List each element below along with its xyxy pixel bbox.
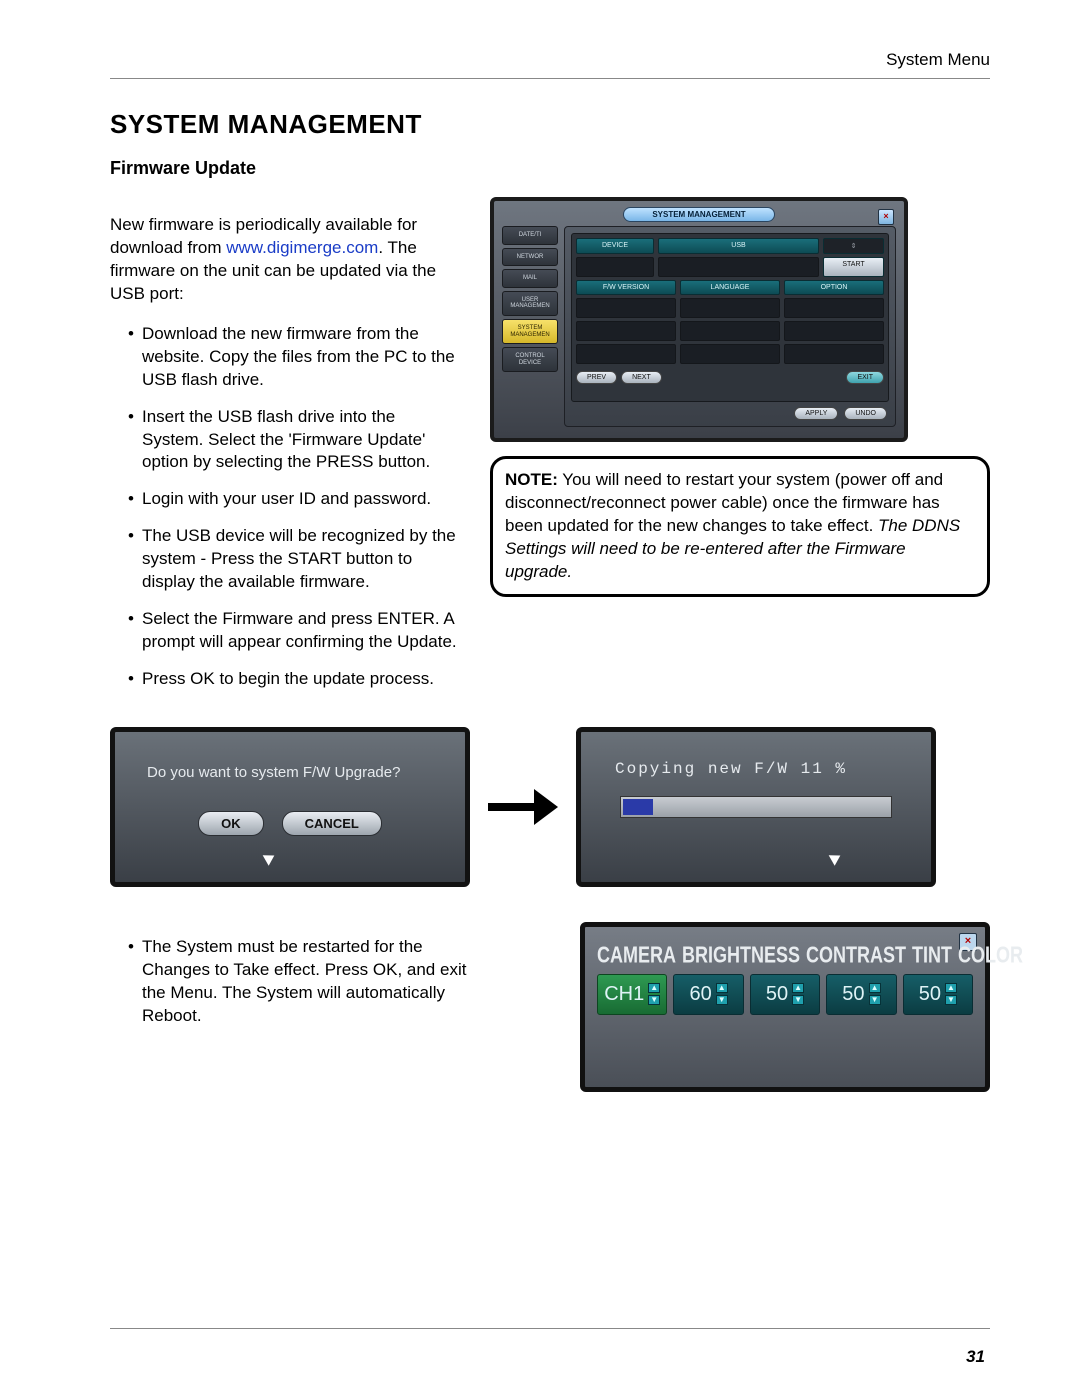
tab-mail[interactable]: MAIL [502, 269, 558, 288]
col-fw-version: F/W VERSION [576, 280, 676, 295]
empty-cell [576, 321, 676, 341]
download-link[interactable]: www.digimerge.com [226, 238, 378, 257]
spinner-icon[interactable]: ▲▼ [945, 983, 957, 1005]
page-header: System Menu [110, 50, 990, 70]
camera-settings-screenshot: × CAMERA BRIGHTNESS CONTRAST TINT COLOR … [580, 922, 990, 1092]
note-label: NOTE: [505, 470, 558, 489]
progress-text: Copying new F/W 11 % [615, 760, 917, 778]
next-button[interactable]: NEXT [621, 371, 662, 384]
arrow-icon [488, 805, 558, 809]
progress-screenshot: Copying new F/W 11 % [576, 727, 936, 887]
tab-user-mgmt[interactable]: USER MANAGEMEN [502, 291, 558, 316]
cancel-button[interactable]: CANCEL [282, 811, 382, 836]
empty-cell [576, 298, 676, 318]
channel-cell[interactable]: CH1 ▲▼ [597, 974, 667, 1015]
cursor-icon [263, 850, 278, 865]
upgrade-dialog-screenshot: Do you want to system F/W Upgrade? OK CA… [110, 727, 470, 887]
contrast-value: 50 [766, 983, 788, 1006]
color-value: 50 [919, 983, 941, 1006]
spinner-icon[interactable]: ▲▼ [716, 983, 728, 1005]
brightness-value: 60 [689, 983, 711, 1006]
step-item: Select the Firmware and press ENTER. A p… [128, 608, 460, 654]
col-tint: TINT [912, 942, 952, 969]
col-language: LANGUAGE [680, 280, 780, 295]
tab-date[interactable]: DATE/TI [502, 226, 558, 245]
cursor-icon [829, 850, 844, 865]
step-item: Login with your user ID and password. [128, 488, 460, 511]
empty-cell [784, 344, 884, 364]
note-box: NOTE: You will need to restart your syst… [490, 456, 990, 597]
restart-step-list: The System must be restarted for the Cha… [110, 936, 490, 1028]
empty-cell [680, 298, 780, 318]
tint-value: 50 [842, 983, 864, 1006]
step-item: Insert the USB flash drive into the Syst… [128, 406, 460, 475]
step-item: The System must be restarted for the Cha… [128, 936, 490, 1028]
spinner-icon[interactable]: ▲▼ [648, 983, 660, 1005]
device-dropdown-icon[interactable]: ⇕ [823, 238, 884, 254]
col-brightness: BRIGHTNESS [682, 942, 800, 969]
system-management-screenshot: SYSTEM MANAGEMENT × DATE/TI NETWOR MAIL … [490, 197, 908, 442]
panel-title: SYSTEM MANAGEMENT [623, 207, 775, 222]
col-camera: CAMERA [597, 942, 676, 969]
step-item: Download the new firmware from the websi… [128, 323, 460, 392]
progress-fill [623, 799, 653, 815]
close-icon[interactable]: × [878, 209, 894, 225]
progress-bar [620, 796, 892, 818]
tint-cell[interactable]: 50 ▲▼ [826, 974, 896, 1015]
col-contrast: CONTRAST [806, 942, 906, 969]
step-item: The USB device will be recognized by the… [128, 525, 460, 594]
section-subtitle: Firmware Update [110, 158, 990, 179]
apply-button[interactable]: APPLY [794, 407, 838, 420]
sidebar-tabs: DATE/TI NETWOR MAIL USER MANAGEMEN SYSTE… [502, 226, 558, 427]
col-color: COLOR [958, 942, 1023, 969]
empty-cell [784, 321, 884, 341]
empty-cell [680, 344, 780, 364]
footer-rule [110, 1328, 990, 1329]
intro-paragraph: New firmware is periodically available f… [110, 214, 460, 306]
contrast-cell[interactable]: 50 ▲▼ [750, 974, 820, 1015]
ok-button[interactable]: OK [198, 811, 264, 836]
manual-page: System Menu SYSTEM MANAGEMENT Firmware U… [0, 0, 1080, 1397]
empty-cell [576, 257, 654, 277]
empty-cell [680, 321, 780, 341]
device-label: DEVICE [576, 238, 654, 254]
brightness-cell[interactable]: 60 ▲▼ [673, 974, 743, 1015]
start-button[interactable]: START [823, 257, 884, 277]
step-item: Press OK to begin the update process. [128, 668, 460, 691]
empty-cell [576, 344, 676, 364]
channel-label: CH1 [604, 983, 644, 1006]
col-option: OPTION [784, 280, 884, 295]
header-rule [110, 78, 990, 79]
tab-system-mgmt[interactable]: SYSTEM MANAGEMEN [502, 319, 558, 344]
spinner-icon[interactable]: ▲▼ [869, 983, 881, 1005]
prev-button[interactable]: PREV [576, 371, 617, 384]
spinner-icon[interactable]: ▲▼ [792, 983, 804, 1005]
empty-cell [784, 298, 884, 318]
page-title: SYSTEM MANAGEMENT [110, 109, 990, 140]
dialog-prompt: Do you want to system F/W Upgrade? [147, 764, 451, 781]
color-cell[interactable]: 50 ▲▼ [903, 974, 973, 1015]
empty-cell [658, 257, 819, 277]
tab-control-device[interactable]: CONTROL DEVICE [502, 347, 558, 372]
page-number: 31 [966, 1347, 985, 1367]
steps-list: Download the new firmware from the websi… [110, 323, 460, 691]
tab-network[interactable]: NETWOR [502, 248, 558, 267]
device-value[interactable]: USB [658, 238, 819, 254]
exit-button[interactable]: EXIT [846, 371, 884, 384]
undo-button[interactable]: UNDO [844, 407, 887, 420]
